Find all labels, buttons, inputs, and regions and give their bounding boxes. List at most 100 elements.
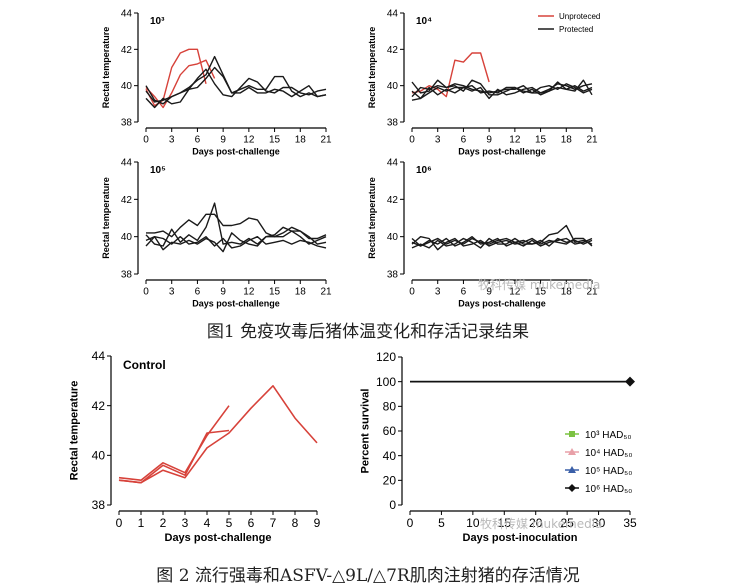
chart-panel-5: 38 40 42 44 0 1 2 3 4 5 6 7 8 9 Days post-challenge Rec…	[68, 349, 320, 544]
x-tick-label: 12	[509, 135, 521, 146]
x-tick-label: 9	[314, 516, 321, 530]
x-tick-label: 15	[269, 287, 281, 298]
x-tick-label: 0	[143, 287, 149, 298]
chart-panel-4: 38 40 42 44 0 3 6 9 12 15 18 21 Days post-challenge R…	[367, 158, 598, 309]
y-tick-label: 44	[121, 158, 133, 169]
y-tick-label: 40	[383, 449, 397, 463]
y-tick-label: 0	[389, 498, 396, 512]
x-tick-label: 35	[623, 516, 637, 530]
x-axis-title: Days post-challenge	[192, 147, 280, 157]
x-tick-label: 6	[461, 135, 467, 146]
legend-marker	[569, 431, 575, 437]
x-tick-label: 18	[561, 287, 573, 298]
y-tick-label: 42	[121, 45, 133, 56]
series-line-unprotected	[145, 59, 216, 109]
y-tick-label: 40	[387, 232, 399, 243]
x-tick-label: 30	[592, 516, 606, 530]
y-axis-title: Rectal temperature	[367, 27, 377, 109]
y-tick-label: 38	[121, 270, 133, 281]
y-tick-label: 44	[387, 158, 399, 169]
panel-label: Control	[123, 358, 166, 372]
legend-label: 10⁴ HAD₅₀	[585, 448, 633, 459]
x-tick-label: 8	[292, 516, 299, 530]
panel-label: 10³	[150, 16, 165, 27]
x-tick-label: 15	[535, 135, 547, 146]
panel-label: 10⁵	[150, 165, 166, 176]
x-tick-label: 3	[169, 287, 175, 298]
y-tick-label: 42	[387, 45, 399, 56]
chart-panel-3: 38 40 42 44 0 3 6 9 12 15 18 21 Days post-challenge R…	[101, 158, 332, 309]
y-axis-title: Percent survival	[359, 389, 371, 474]
y-tick-label: 40	[92, 449, 106, 463]
x-tick-label: 0	[409, 135, 415, 146]
x-tick-label: 18	[561, 135, 573, 146]
x-tick-label: 5	[226, 516, 233, 530]
y-tick-label: 38	[387, 118, 399, 129]
series-line-protected	[145, 68, 327, 109]
x-tick-label: 6	[195, 287, 201, 298]
chart-panel-1: 38 40 42 44 0 3 6 9 12 15 18 21 Days post-challenge R…	[101, 9, 332, 157]
chart-panel-6: 0 20 40 60 80 100 120 0 5 10 15 20 25 30 35 Days post-i…	[359, 350, 637, 544]
y-tick-label: 60	[383, 424, 397, 438]
series-line-protected	[145, 235, 327, 249]
y-axis-title: Rectal temperature	[68, 381, 80, 481]
y-tick-label: 44	[121, 9, 133, 20]
chart-panel-2: 38 40 42 44 0 3 6 9 12 15 18 21 Days post-challenge R…	[367, 9, 600, 157]
legend-label: Protected	[559, 25, 593, 34]
x-tick-label: 18	[295, 135, 307, 146]
x-tick-label: 3	[435, 135, 441, 146]
x-tick-label: 0	[143, 135, 149, 146]
panel-label: 10⁶	[416, 165, 432, 176]
y-tick-label: 40	[387, 81, 399, 92]
series-line-protected	[411, 237, 593, 247]
x-tick-label: 9	[220, 287, 226, 298]
x-tick-label: 0	[407, 516, 414, 530]
x-axis-title: Days post-challenge	[192, 299, 280, 309]
x-tick-label: 5	[438, 516, 445, 530]
x-tick-label: 1	[138, 516, 145, 530]
x-tick-label: 12	[509, 287, 521, 298]
y-axis-title: Rectal temperature	[101, 27, 111, 109]
legend-marker	[568, 448, 576, 455]
series-line-protected	[411, 79, 593, 96]
y-tick-label: 120	[376, 350, 396, 364]
x-axis-title: Days post-challenge	[458, 147, 546, 157]
y-tick-label: 80	[383, 400, 397, 414]
y-tick-label: 40	[121, 81, 133, 92]
x-tick-label: 15	[535, 287, 547, 298]
series-line-unprotected	[145, 48, 207, 107]
series-line-protected	[411, 237, 593, 249]
figure-2-caption: 图 2 流行强毒和ASFV-△9L/△7R肌肉注射猪的存活情况	[156, 566, 580, 586]
x-axis-title: Days post-challenge	[165, 532, 272, 544]
series-line-protected	[145, 66, 327, 103]
x-axis-title: Days post-inoculation	[463, 532, 578, 544]
y-tick-label: 100	[376, 375, 396, 389]
y-tick-label: 44	[92, 349, 106, 363]
x-tick-label: 25	[560, 516, 574, 530]
x-tick-label: 12	[243, 287, 255, 298]
x-tick-label: 18	[295, 287, 307, 298]
figure-1-caption: 图1 免疫攻毒后猪体温变化和存活记录结果	[206, 322, 530, 342]
legend-label: Unproteced	[559, 12, 600, 21]
y-tick-label: 38	[92, 498, 106, 512]
end-marker	[625, 376, 635, 387]
x-tick-label: 12	[243, 135, 255, 146]
y-axis-title: Rectal temperature	[101, 177, 111, 259]
series-line-unprotected	[118, 384, 318, 484]
x-tick-label: 3	[169, 135, 175, 146]
y-tick-label: 20	[383, 474, 397, 488]
series-line-protected	[411, 235, 593, 251]
legend-label: 10⁵ HAD₅₀	[585, 466, 632, 477]
series-line-protected	[146, 213, 327, 240]
series-line-unprotected	[118, 405, 230, 482]
y-tick-label: 38	[387, 270, 399, 281]
y-tick-label: 44	[387, 9, 399, 20]
series-line-protected	[411, 84, 593, 100]
x-tick-label: 3	[182, 516, 189, 530]
x-tick-label: 10	[466, 516, 480, 530]
series-line-protected	[145, 226, 327, 253]
watermark: 牧科传媒 mukemedia	[480, 517, 603, 531]
x-tick-label: 21	[586, 287, 598, 298]
series-line-unprotected	[118, 429, 230, 484]
